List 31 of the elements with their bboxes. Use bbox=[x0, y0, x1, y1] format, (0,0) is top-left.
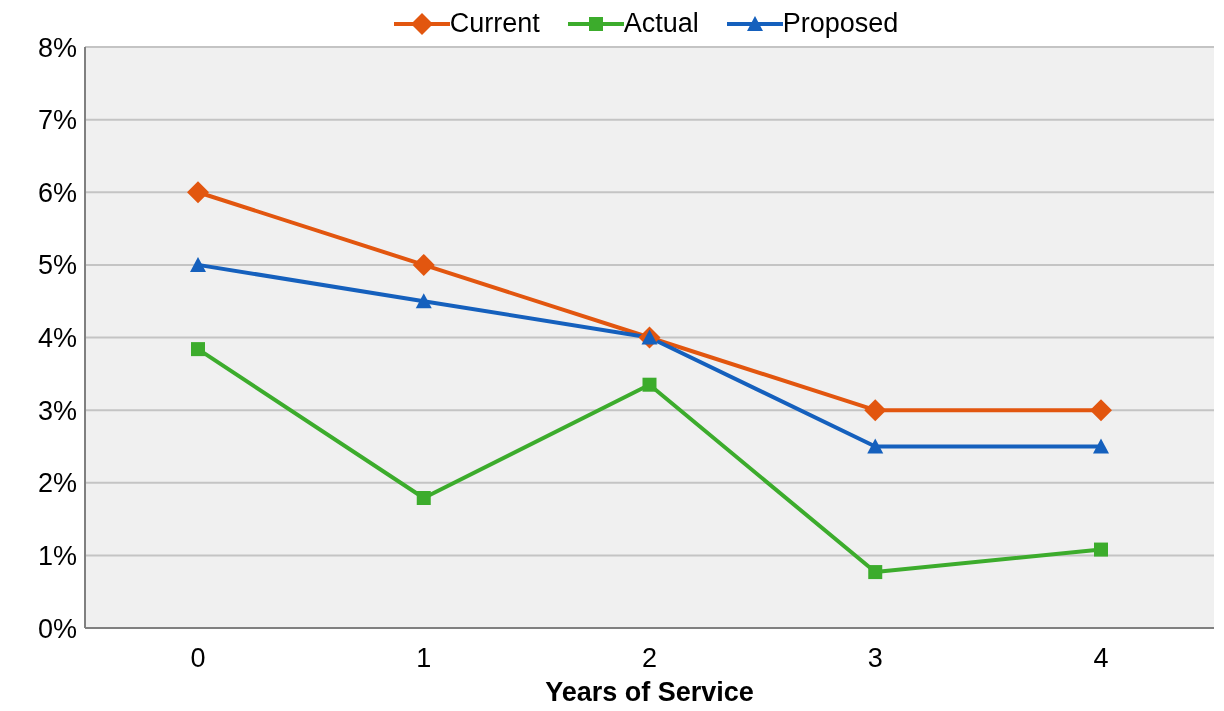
y-tick-label: 2% bbox=[37, 468, 77, 499]
y-tick-label: 3% bbox=[37, 395, 77, 426]
legend-label: Current bbox=[449, 8, 540, 39]
y-tick-label: 5% bbox=[37, 250, 77, 281]
y-tick-label: 0% bbox=[37, 613, 77, 644]
point bbox=[864, 399, 887, 422]
x-tick-label: 4 bbox=[1093, 643, 1109, 674]
point bbox=[1093, 438, 1109, 454]
point bbox=[191, 342, 205, 357]
y-tick-label: 1% bbox=[37, 540, 77, 571]
point bbox=[190, 256, 206, 272]
x-tick-label: 2 bbox=[641, 643, 658, 674]
point bbox=[1090, 399, 1112, 422]
legend-label: Actual bbox=[623, 8, 699, 39]
point bbox=[642, 377, 657, 392]
y-tick-label: 4% bbox=[37, 323, 77, 354]
legend-label: Proposed bbox=[782, 8, 899, 39]
point bbox=[867, 438, 884, 454]
y-tick-label: 6% bbox=[37, 177, 77, 208]
point bbox=[416, 491, 431, 505]
y-tick-label: 7% bbox=[37, 105, 77, 136]
x-tick-label: 3 bbox=[867, 643, 883, 674]
point bbox=[412, 253, 435, 276]
point bbox=[187, 181, 209, 204]
y-tick-label: 8% bbox=[37, 32, 77, 63]
x-tick-label: 1 bbox=[416, 643, 432, 674]
point bbox=[415, 293, 432, 309]
x-tick-label: 0 bbox=[190, 643, 206, 674]
x-axis-title: Years of Service bbox=[545, 677, 754, 707]
point bbox=[1094, 542, 1108, 557]
point bbox=[868, 565, 883, 580]
